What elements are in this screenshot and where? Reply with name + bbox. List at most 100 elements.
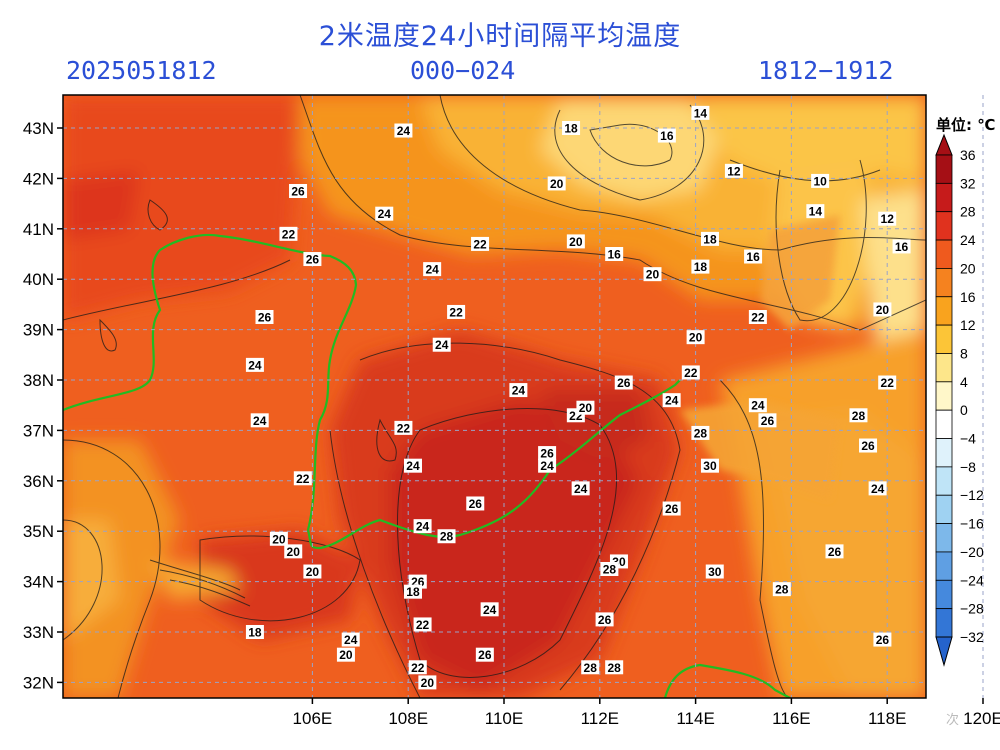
colorbar-label: 20 [960, 260, 976, 276]
contour-label: 26 [255, 310, 274, 325]
contour-label: 18 [403, 584, 422, 599]
svg-text:24: 24 [665, 394, 679, 408]
lat-label: 42N [23, 169, 54, 188]
contour-label: 16 [657, 128, 676, 143]
contour-label: 26 [475, 647, 494, 662]
contour-label: 24 [509, 383, 528, 398]
colorbar-label: 4 [960, 374, 968, 390]
contour-label: 30 [705, 564, 724, 579]
svg-text:26: 26 [258, 311, 272, 325]
svg-text:26: 26 [291, 185, 305, 199]
svg-text:18: 18 [564, 122, 578, 136]
colorbar-label: 24 [960, 232, 976, 248]
contour-label: 18 [700, 231, 719, 246]
svg-text:24: 24 [540, 459, 554, 473]
lon-label: 116E [772, 709, 810, 728]
contour-label: 16 [892, 239, 911, 254]
lon-label: 118E [868, 709, 906, 728]
contour-label: 26 [859, 438, 878, 453]
colorbar-swatch [935, 296, 953, 326]
lon-label: 112E [581, 709, 619, 728]
lat-label: 41N [23, 220, 54, 239]
contour-label: 20 [873, 302, 892, 317]
svg-text:26: 26 [478, 648, 492, 662]
svg-text:14: 14 [694, 106, 708, 120]
contour-label: 28 [691, 425, 710, 440]
contour-label: 20 [284, 544, 303, 559]
contour-label: 20 [418, 675, 437, 690]
colorbar-swatch [935, 466, 953, 496]
contour-label: 28 [605, 660, 624, 675]
svg-text:26: 26 [617, 376, 631, 390]
colorbar-swatch [935, 494, 953, 524]
contour-label: 24 [423, 262, 442, 277]
colorbar-swatch [935, 608, 953, 638]
svg-text:24: 24 [512, 384, 526, 398]
svg-text:26: 26 [469, 497, 483, 511]
lon-label: 120E [963, 709, 1000, 728]
svg-text:20: 20 [550, 177, 564, 191]
colorbar-label: −16 [960, 516, 984, 532]
contour-label: 26 [873, 632, 892, 647]
contour-label: 28 [581, 660, 600, 675]
lat-label: 33N [23, 623, 54, 642]
init-time: 2025051812 [66, 56, 217, 85]
colorbar-swatch [935, 381, 953, 411]
colorbar-bottom-arrow [935, 636, 953, 667]
svg-text:20: 20 [569, 235, 583, 249]
svg-text:22: 22 [296, 472, 310, 486]
svg-text:28: 28 [694, 426, 708, 440]
svg-text:24: 24 [435, 338, 449, 352]
colorbar-label: 36 [960, 147, 976, 163]
svg-text:20: 20 [421, 676, 435, 690]
contour-label: 18 [562, 121, 581, 136]
contour-label: 24 [403, 458, 422, 473]
contour-label: 24 [250, 413, 269, 428]
colorbar-label: −20 [960, 544, 984, 560]
axis-ticks: 43N 42N 41N 40N 39N 38N 37N 36N 35N 34N 33N 32N 106E… [23, 119, 1000, 728]
svg-text:26: 26 [665, 502, 679, 516]
contour-label: 14 [691, 105, 710, 120]
contour-label: 12 [878, 211, 897, 226]
contour-label: 30 [700, 458, 719, 473]
svg-text:18: 18 [703, 232, 717, 246]
map-frame [62, 94, 927, 699]
colorbar-swatch [935, 211, 953, 241]
contour-label: 20 [566, 234, 585, 249]
contour-label: 26 [662, 501, 681, 516]
colorbar-label: 12 [960, 317, 976, 333]
svg-text:22: 22 [411, 661, 425, 675]
svg-text:26: 26 [861, 439, 875, 453]
colorbar-swatch [935, 409, 953, 439]
contour-label: 22 [279, 226, 298, 241]
svg-text:12: 12 [727, 164, 741, 178]
lat-label: 43N [23, 119, 54, 138]
lat-label: 38N [23, 371, 54, 390]
svg-text:22: 22 [416, 618, 430, 632]
contour-label: 24 [432, 337, 451, 352]
svg-text:28: 28 [607, 661, 621, 675]
contour-label: 24 [245, 357, 264, 372]
svg-text:20: 20 [339, 648, 353, 662]
svg-text:22: 22 [684, 366, 698, 380]
contour-label: 24 [571, 481, 590, 496]
svg-text:18: 18 [406, 585, 420, 599]
svg-text:22: 22 [282, 227, 296, 241]
svg-text:26: 26 [828, 545, 842, 559]
lon-label: 106E [293, 709, 333, 728]
svg-text:24: 24 [416, 520, 430, 534]
svg-text:30: 30 [708, 565, 722, 579]
contour-label: 20 [686, 330, 705, 345]
colorbar-label: 28 [960, 204, 976, 220]
svg-text:22: 22 [881, 376, 895, 390]
contour-label: 24 [341, 632, 360, 647]
contour-label: 26 [303, 252, 322, 267]
contour-label: 20 [547, 176, 566, 191]
svg-text:18: 18 [694, 260, 708, 274]
svg-text:20: 20 [287, 545, 301, 559]
colorbar-label: 16 [960, 289, 976, 305]
contour-label: 26 [595, 612, 614, 627]
svg-text:24: 24 [406, 459, 420, 473]
colorbar-label: −12 [960, 487, 984, 503]
contour-label: 18 [691, 259, 710, 274]
